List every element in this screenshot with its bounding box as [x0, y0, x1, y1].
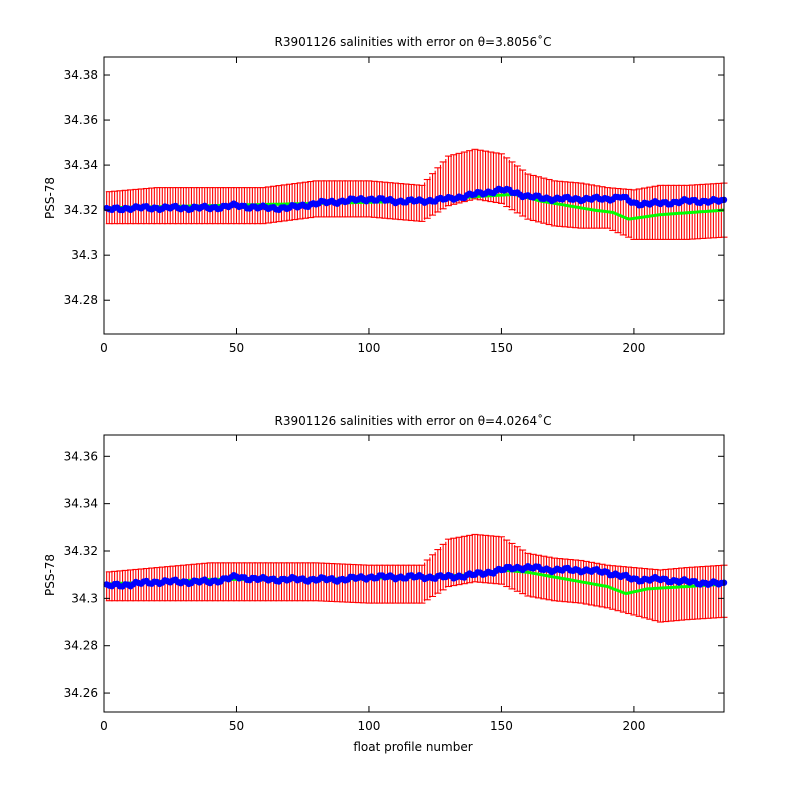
x-tick-label: 150 — [490, 341, 513, 355]
x-tick-label: 50 — [229, 341, 244, 355]
y-tick-label: 34.3 — [71, 591, 98, 605]
plot-bottom: R3901126 salinities with error on θ=4.02… — [43, 413, 728, 754]
axes-frame — [103, 434, 725, 713]
y-tick-label: 34.34 — [64, 158, 98, 172]
x-tick-label: 0 — [100, 719, 108, 733]
x-tick-label: 0 — [100, 341, 108, 355]
y-tick-label: 34.38 — [64, 68, 98, 82]
y-tick-label: 34.3 — [71, 248, 98, 262]
x-tick-label: 100 — [358, 341, 381, 355]
y-tick-label: 34.36 — [64, 113, 98, 127]
y-tick-label: 34.28 — [64, 639, 98, 653]
x-tick-label: 50 — [229, 719, 244, 733]
y-tick-label: 34.28 — [64, 293, 98, 307]
float-salinity-layer — [103, 185, 728, 214]
x-tick-label: 200 — [622, 341, 645, 355]
axes-frame — [103, 56, 725, 335]
y-axis-label: PSS-78 — [43, 554, 57, 596]
plot-title: R3901126 salinities with error on θ=4.02… — [275, 413, 552, 428]
y-tick-label: 34.32 — [64, 203, 98, 217]
error-bars-layer — [105, 148, 728, 240]
x-tick-label: 150 — [490, 719, 513, 733]
y-tick-label: 34.34 — [64, 497, 98, 511]
plot-title: R3901126 salinities with error on θ=3.80… — [275, 34, 552, 49]
y-tick-label: 34.32 — [64, 544, 98, 558]
y-axis-label: PSS-78 — [43, 177, 57, 219]
axes-layer: 0 50 100 150 200 34.28 34.3 34.32 34.34 34.36 34.3… — [64, 56, 725, 355]
x-tick-label: 100 — [358, 719, 381, 733]
y-tick-label: 34.26 — [64, 686, 98, 700]
axes-layer: 0 50 100 150 200 34.26 34.28 34.3 34.32 34.34 34.3… — [64, 434, 725, 733]
x-tick-label: 200 — [622, 719, 645, 733]
y-tick-label: 34.36 — [64, 449, 98, 463]
float-salinity-layer — [103, 563, 728, 590]
x-axis-label: float profile number — [353, 740, 472, 754]
plot-top: R3901126 salinities with error on θ=3.80… — [43, 34, 728, 355]
